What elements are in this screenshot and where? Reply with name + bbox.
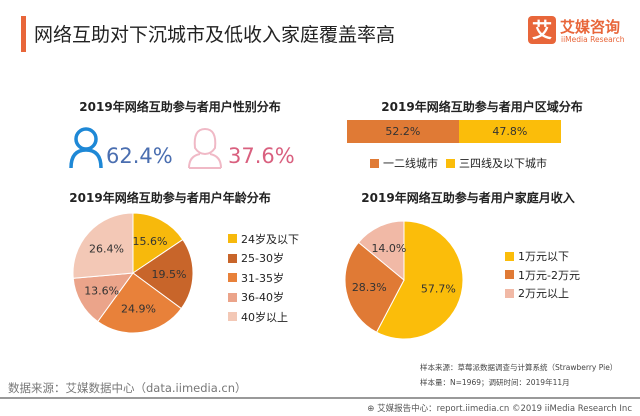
legend-item: 36-40岁 bbox=[228, 288, 299, 308]
title-accent-bar bbox=[21, 16, 26, 52]
copyright: ⊕ 艾媒报告中心：report.iimedia.cn ©2019 iiMedia… bbox=[367, 404, 632, 414]
bar-segment-tier12: 52.2% bbox=[347, 120, 459, 143]
legend-item: 2万元以上 bbox=[505, 284, 580, 303]
iimedia-logo: 艾 艾媒咨询 iiMedia Research bbox=[528, 14, 628, 52]
legend-item-tier12: 一二线城市 bbox=[370, 155, 438, 171]
legend-item: 40岁以上 bbox=[228, 307, 299, 327]
pie-label: 19.5% bbox=[152, 268, 187, 281]
sample-size: 样本量：N=1969；调研时间：2019年11月 bbox=[420, 378, 570, 387]
region-title: 2019年网络互助参与者用户区域分布 bbox=[381, 100, 583, 114]
bar-segment-tier34: 47.8% bbox=[458, 120, 561, 143]
data-source: 数据来源：艾媒数据中心（data.iimedia.cn） bbox=[8, 381, 247, 395]
legend-item: 24岁及以下 bbox=[228, 229, 299, 249]
logo-cn: 艾媒咨询 bbox=[560, 18, 621, 36]
legend-item: 31-35岁 bbox=[228, 268, 299, 288]
region-stacked-bar: 52.2% 47.8% bbox=[347, 120, 561, 143]
pie-label: 57.7% bbox=[421, 282, 456, 295]
pie-slice bbox=[357, 220, 405, 282]
logo-icon: 艾 bbox=[528, 16, 556, 44]
pie-label: 24.9% bbox=[121, 303, 156, 316]
female-user-icon bbox=[188, 127, 222, 169]
globe-icon: ⊕ bbox=[367, 404, 378, 414]
sample-source: 样本来源：草莓派数据调查与计算系统（Strawberry Pie） bbox=[420, 363, 618, 372]
pie-slice bbox=[344, 241, 405, 333]
pie-slice bbox=[72, 212, 134, 279]
legend-item-tier34: 三四线及以下城市 bbox=[446, 155, 547, 171]
income-title: 2019年网络互助参与者用户家庭月收入 bbox=[361, 191, 575, 205]
page-title: 网络互助对下沉城市及低收入家庭覆盖率高 bbox=[34, 24, 396, 46]
pie-slice bbox=[97, 272, 183, 334]
male-user-icon bbox=[69, 127, 103, 169]
income-pie-chart: 57.7% 28.3% 14.0% bbox=[344, 220, 464, 340]
male-percent: 62.4% bbox=[106, 144, 173, 168]
pie-slice bbox=[375, 220, 464, 340]
pie-slice bbox=[132, 212, 184, 274]
pie-label: 13.6% bbox=[84, 285, 119, 298]
pie-label: 14.0% bbox=[371, 242, 406, 255]
gender-title: 2019年网络互助参与者用户性别分布 bbox=[79, 100, 281, 114]
logo-en: iiMedia Research bbox=[561, 35, 625, 44]
age-title: 2019年网络互助参与者用户年龄分布 bbox=[69, 191, 271, 205]
pie-slice bbox=[132, 238, 194, 310]
age-pie-chart: 15.6% 19.5% 24.9%13.6% 26.4% bbox=[72, 212, 194, 334]
legend-item: 1万元以下 bbox=[505, 247, 580, 266]
legend-item: 25-30岁 bbox=[228, 249, 299, 269]
footer-divider bbox=[0, 397, 640, 399]
pie-label: 28.3% bbox=[352, 281, 387, 294]
pie-label: 15.6% bbox=[132, 235, 167, 248]
pie-label: 26.4% bbox=[89, 243, 124, 256]
female-percent: 37.6% bbox=[228, 144, 295, 168]
legend-item: 1万元-2万元 bbox=[505, 266, 580, 285]
